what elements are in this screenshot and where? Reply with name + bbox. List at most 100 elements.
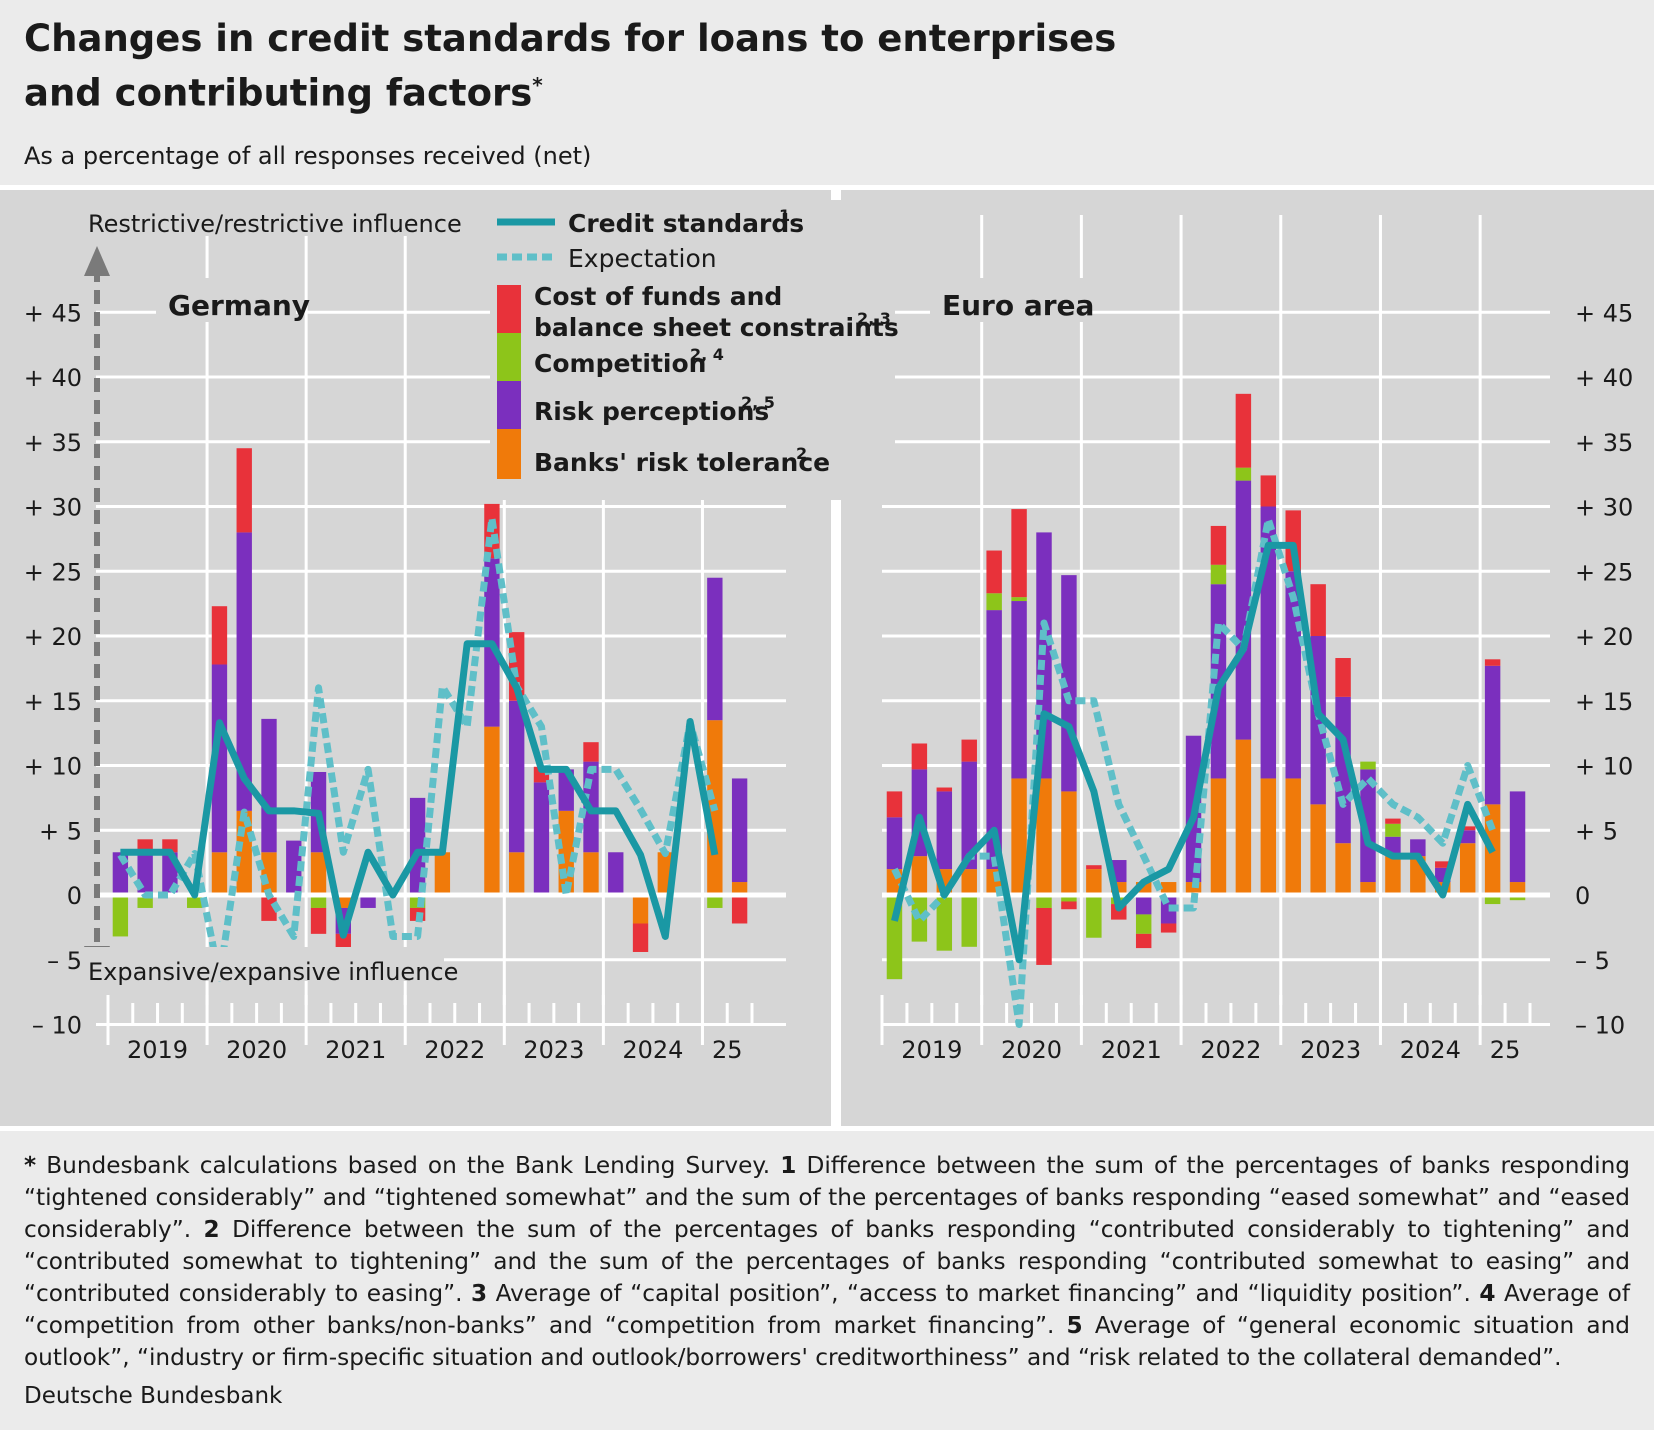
germany-ytick-label: + 30 <box>24 494 82 522</box>
germany-bar-cost <box>632 923 649 952</box>
legend-bg <box>490 200 895 500</box>
euro-bar-risk <box>1011 601 1027 779</box>
euro-ytick-label: + 25 <box>1575 558 1633 586</box>
fn-star: * <box>24 1152 37 1179</box>
germany-ytick-label: + 15 <box>24 688 82 716</box>
euro-expectation-line <box>891 515 1496 1028</box>
legend-cost-label-1: Cost of funds and <box>534 282 782 311</box>
fn-num-1: 1 <box>780 1152 797 1179</box>
germany-year-label: 2024 <box>622 1036 683 1064</box>
title-footnote-marker: * <box>532 73 543 97</box>
euro-area-panel: – 10 – 5 + 5 + 10 + 15 + 20 + 25 + 30 + 35 + 40 + … <box>880 215 1633 1064</box>
euro-bar-tolerance <box>1335 843 1351 895</box>
euro-bar-cost <box>1310 584 1326 636</box>
euro-bar-risk <box>1410 839 1426 857</box>
legend-cost-swatch <box>497 285 521 333</box>
euro-year-label: 25 <box>1490 1036 1521 1064</box>
germany-bar-competition <box>707 895 723 908</box>
germany-bar-cost <box>211 606 228 665</box>
euro-bar-cost <box>1061 901 1077 910</box>
euro-bar-competition <box>911 895 928 942</box>
fn-num-4: 4 <box>1479 1280 1496 1307</box>
germany-ytick-label: + 5 <box>39 817 82 845</box>
germany-bar-tolerance <box>434 852 451 895</box>
panel-separator <box>831 190 841 1130</box>
euro-bar-risk <box>1360 769 1376 883</box>
germany-ytick-label: – 5 <box>47 947 82 975</box>
euro-bar-competition <box>1210 564 1227 585</box>
euro-bar-competition <box>986 593 1002 611</box>
euro-ytick-label: + 10 <box>1575 753 1633 781</box>
euro-bar-risk <box>1235 480 1252 740</box>
euro-bar-risk <box>986 610 1002 870</box>
euro-bar-competition <box>1385 823 1401 837</box>
legend-cost-sup: 2, 3 <box>857 309 891 328</box>
germany-year-label: 2023 <box>523 1036 584 1064</box>
euro-title-bg <box>930 278 1090 322</box>
germany-bar-risk <box>707 577 723 721</box>
euro-bar-cost <box>911 743 928 770</box>
germany-bar-risk <box>731 778 748 883</box>
euro-year-label: 2021 <box>1101 1036 1162 1064</box>
euro-year-label: 2023 <box>1300 1036 1361 1064</box>
chart-title: Changes in credit standards for loans to… <box>24 16 1116 116</box>
fn-text-5: Average of “general economic situation a… <box>24 1312 1630 1371</box>
fn-text-0: Bundesbank calculations based on the Ban… <box>36 1152 781 1179</box>
germany-ytick-label: 0 <box>67 882 82 910</box>
euro-bar-risk <box>1484 665 1501 805</box>
bottom-divider <box>0 1126 1654 1131</box>
euro-bar-competition <box>1135 914 1152 934</box>
germany-year-label: 2021 <box>325 1036 386 1064</box>
germany-credit-standards-line <box>120 640 719 940</box>
arrow-up-head <box>84 246 110 276</box>
chart-subtitle: As a percentage of all responses receive… <box>24 142 592 170</box>
euro-bar-cost <box>1135 933 1152 949</box>
euro-bar-risk <box>886 817 903 870</box>
source-label: Deutsche Bundesbank <box>24 1383 283 1409</box>
fn-text-1: Difference between the sum of the percen… <box>24 1152 1630 1243</box>
germany-ytick-label: + 10 <box>24 753 82 781</box>
germany-year-label: 25 <box>712 1036 743 1064</box>
germany-ytick-label: + 40 <box>24 364 82 392</box>
euro-bar-cost <box>1435 861 1451 868</box>
euro-bar-cost <box>961 739 977 762</box>
euro-credit-standards-line <box>891 541 1496 964</box>
euro-bar-tolerance <box>1235 739 1252 895</box>
euro-bar-tolerance <box>1011 778 1027 895</box>
germany-panel-title: Germany <box>168 289 310 322</box>
euro-bar-cost <box>1036 907 1052 965</box>
charts-area: – 10 – 5 + 5 + 10 + 15 + 20 + 25 + 30 + 35 + 40 + … <box>0 190 1654 1131</box>
top-divider <box>0 185 1654 190</box>
fn-num-3: 3 <box>471 1280 488 1307</box>
euro-ytick-label: – 5 <box>1575 947 1610 975</box>
fn-num-2: 2 <box>203 1216 220 1243</box>
euro-bar-risk <box>1135 895 1152 915</box>
euro-bar-tolerance <box>1285 778 1301 895</box>
germany-bar-tolerance <box>583 852 599 895</box>
euro-ytick-label: 0 <box>1575 882 1590 910</box>
euro-ytick-label: + 15 <box>1575 688 1633 716</box>
germany-ytick-label: + 20 <box>24 623 82 651</box>
euro-bar-competition <box>936 895 953 951</box>
euro-bar-competition <box>1086 895 1102 938</box>
euro-bar-tolerance <box>1310 804 1326 895</box>
euro-bar-competition <box>1509 895 1526 901</box>
euro-bar-cost <box>1210 525 1227 565</box>
legend-risk-swatch <box>497 381 521 429</box>
euro-bar-competition <box>961 895 977 947</box>
footnotes: * Bundesbank calculations based on the B… <box>24 1150 1630 1374</box>
fn-text-4: Average of “competition from other banks… <box>24 1280 1631 1339</box>
germany-bar-tolerance <box>731 882 748 895</box>
euro-bar-tolerance <box>1086 869 1102 895</box>
euro-bar-tolerance <box>1509 882 1526 895</box>
euro-year-label: 2024 <box>1400 1036 1461 1064</box>
euro-bar-cost <box>1385 818 1401 824</box>
germany-bar-tolerance <box>632 895 649 924</box>
euro-ytick-label: – 10 <box>1575 1012 1625 1040</box>
germany-bar-risk <box>533 782 550 895</box>
euro-bar-competition <box>1484 895 1501 905</box>
euro-year-label: 2019 <box>901 1036 962 1064</box>
germany-bar-competition <box>112 895 129 937</box>
germany-bar-tolerance <box>310 852 327 895</box>
legend-credit-sup: 1 <box>779 206 790 225</box>
